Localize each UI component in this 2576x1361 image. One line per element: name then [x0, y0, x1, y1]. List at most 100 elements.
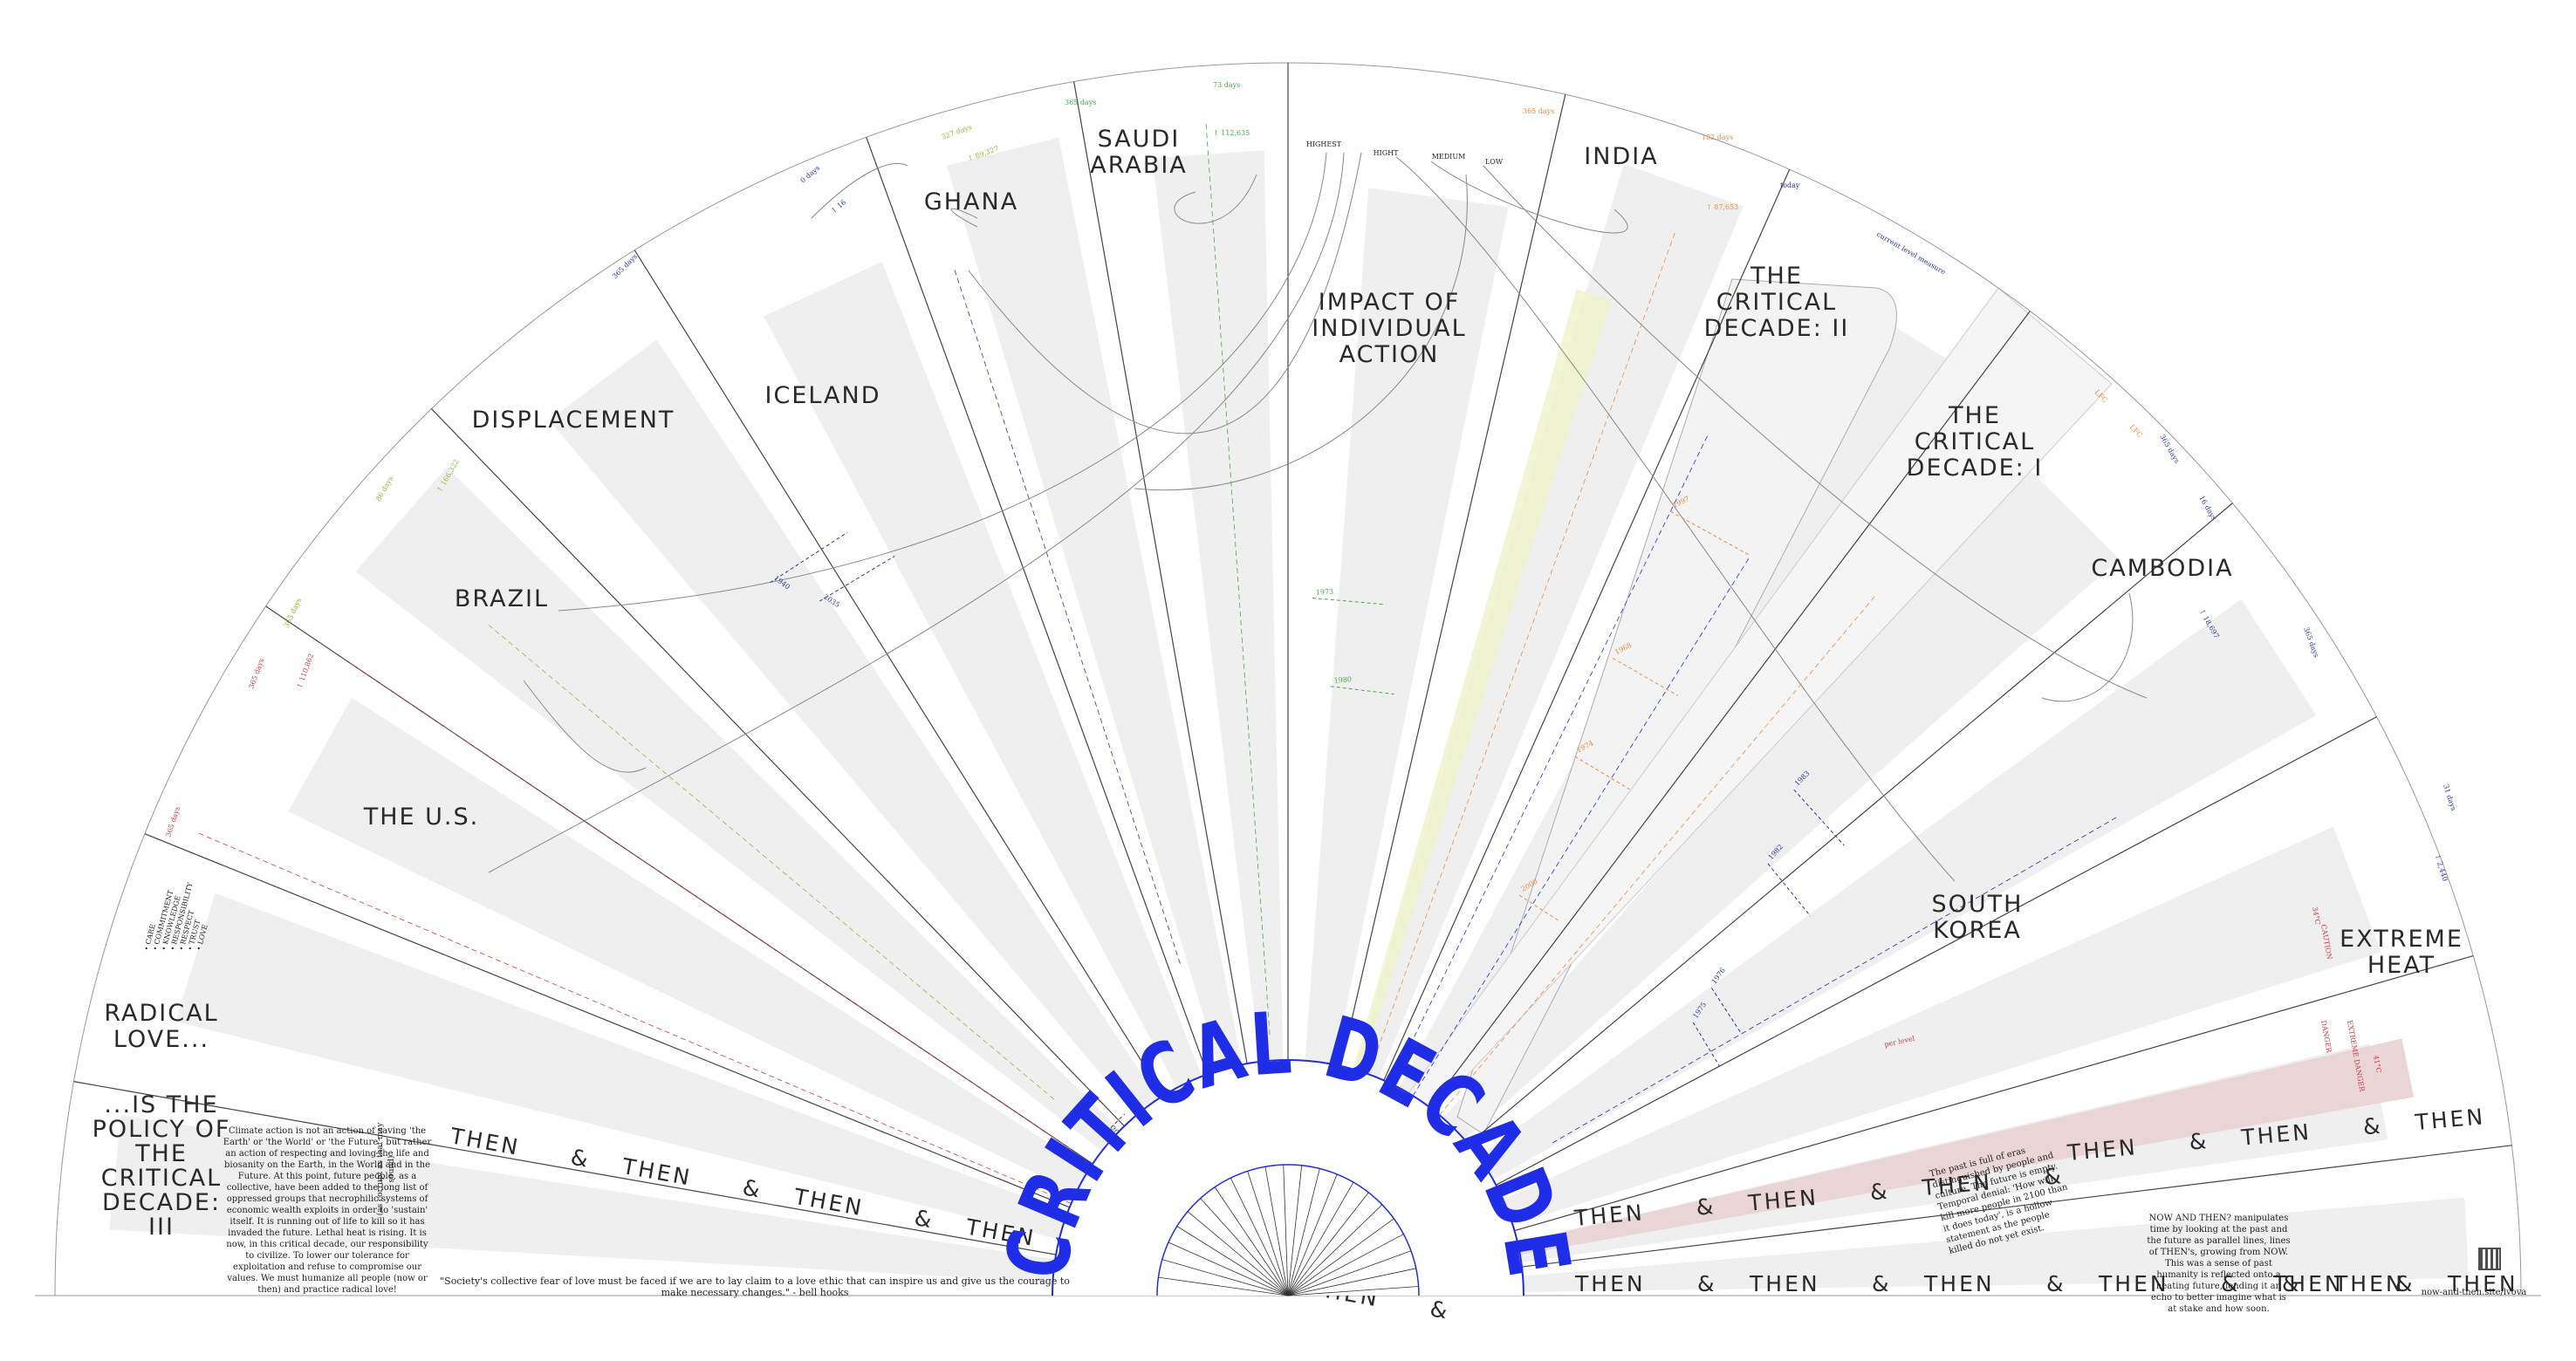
- connector-curve: [558, 152, 1327, 612]
- then-word: &: [569, 1145, 593, 1173]
- then-word: &: [1872, 1271, 1892, 1296]
- then-word: &: [1695, 1193, 1716, 1221]
- sector-shade: [1415, 598, 2317, 1219]
- then-word: THEN: [1574, 1271, 1646, 1296]
- annotation-label: ↑ 112,635: [1213, 129, 1250, 137]
- then-word: THEN: [1920, 1169, 1993, 1200]
- south-korea-label: SOUTH KOREA: [1932, 891, 2024, 944]
- brazil-label: BRAZIL: [455, 585, 549, 612]
- displacement-label: DISPLACEMENT: [472, 407, 675, 434]
- impact-level-label: LOW: [1485, 158, 1504, 166]
- data-thread: [1552, 815, 2120, 1144]
- annotation-label: 365 days: [247, 657, 265, 689]
- sector-shade: [1299, 188, 1509, 1142]
- connector-curve: [1395, 156, 1956, 882]
- center-arc: [1052, 1059, 1524, 1296]
- vertical-note: (as corrupt as that may sound): [376, 1122, 396, 1216]
- hub-spoke: [1168, 1241, 1289, 1296]
- heat-band: [1457, 1038, 2415, 1266]
- then-row-bottom: THEN & THEN & THEN & THEN & THEN & THEN: [1574, 1271, 2518, 1296]
- hub-spoke: [1287, 1192, 1369, 1296]
- ghana-label: GHANA: [924, 188, 1018, 215]
- annotation-label: current level measure: [1875, 230, 1947, 277]
- annotation-label: 365 days: [1065, 99, 1096, 106]
- data-thread: [485, 622, 1055, 1100]
- then-row-mid: THEN & THEN & THEN &: [1572, 1163, 2065, 1231]
- connector-curve: [1134, 174, 1468, 491]
- then-word: THEN: [2447, 1271, 2518, 1296]
- annotation-label: today: [1780, 181, 1800, 189]
- year-tick-label: 1980: [1333, 675, 1352, 684]
- hub-spoke: [1287, 1168, 1320, 1296]
- critical-decade-2-label: THE CRITICAL DECADE: II: [1704, 263, 1850, 342]
- hub-spoke: [1287, 1234, 1404, 1296]
- year-tick: [1793, 789, 1845, 846]
- connector-curves: [488, 152, 2148, 882]
- qr-code-icon: [2478, 1248, 2501, 1270]
- year-tick: [1106, 1113, 1125, 1132]
- iceland-label: ICELAND: [765, 382, 881, 409]
- connector-curve: [488, 152, 1345, 873]
- connector-curve: [811, 163, 908, 219]
- then-row-bottom-end: & THEN: [2282, 1271, 2402, 1296]
- sector-shade: [1333, 163, 1744, 1151]
- sector-shade: [109, 1115, 1134, 1287]
- then-word: THEN: [1572, 1200, 1646, 1231]
- year-tick: [1574, 756, 1630, 790]
- right-paragraph: NOW AND THEN? manipulates time by lookin…: [2147, 1214, 2291, 1314]
- then-word: THEN: [620, 1153, 694, 1191]
- hub-spoke: [1283, 1165, 1289, 1296]
- sector-shade: [764, 262, 1231, 1158]
- credit: now-and-then.site/lvova: [2421, 1288, 2527, 1297]
- then-word: THEN: [791, 1184, 866, 1221]
- connector-curve: [523, 680, 647, 773]
- then-word: &: [2362, 1112, 2384, 1139]
- annotation-label: LFC: [2128, 423, 2144, 439]
- then-word: &: [913, 1205, 936, 1233]
- hub-spoke: [1230, 1178, 1289, 1296]
- hub-spoke: [1287, 1173, 1338, 1296]
- critical-decade-1-label: THE CRITICAL DECADE: I: [1907, 402, 2044, 482]
- impact-level-label: HIGHEST: [1306, 140, 1342, 148]
- connector-curve: [1174, 174, 1257, 224]
- sector-shade: [1391, 459, 2120, 1192]
- data-thread: [1411, 593, 1878, 1149]
- then-word: THEN: [2272, 1271, 2344, 1296]
- data-thread: [1362, 229, 1677, 1091]
- annotation-label: 365 days: [2302, 626, 2320, 659]
- sector-shade: [175, 893, 1141, 1258]
- india-label: INDIA: [1584, 143, 1658, 170]
- annotation-label: ↑ 16: [830, 198, 848, 215]
- radical-love-label: RADICAL LOVE...: [104, 1000, 218, 1053]
- hub-spoke: [1264, 1166, 1289, 1296]
- annotation-label: 34°C: [2311, 906, 2321, 926]
- sector-shade: [288, 697, 1156, 1228]
- hub-spoke: [1176, 1226, 1289, 1296]
- year-tick: [1767, 863, 1812, 917]
- data-thread: [347, 660, 1072, 1150]
- impact-level-label: HIGHT: [1374, 149, 1400, 157]
- year-tick: [1670, 510, 1751, 557]
- connector-curve: [950, 208, 978, 228]
- hub-spoke: [1287, 1165, 1303, 1296]
- left-paragraph: Climate action is not an action of savin…: [223, 1126, 432, 1295]
- the-us-label: THE U.S.: [363, 804, 480, 831]
- connector-curve: [2041, 592, 2134, 702]
- data-thread: [953, 266, 1181, 964]
- hub-spoke: [1200, 1198, 1289, 1296]
- hub-spoke: [1287, 1250, 1412, 1296]
- annotation-label: DANGER: [2319, 1020, 2333, 1054]
- then-word: &: [1428, 1296, 1452, 1323]
- data-thread: [195, 831, 1088, 1211]
- annotation-label: 73 days: [1213, 81, 1240, 89]
- year-tick: [1613, 657, 1678, 696]
- impact-level-label: MEDIUM: [1432, 153, 1466, 161]
- annotation-label: 0 days: [799, 164, 822, 185]
- saudi-arabia-label: SAUDI ARABIA: [1090, 126, 1188, 179]
- then-word: &: [2221, 1271, 2241, 1296]
- then-word: THEN: [2413, 1104, 2486, 1135]
- annotation-label: ↑ 2,440: [2433, 853, 2449, 882]
- then-word: &: [1869, 1178, 1891, 1205]
